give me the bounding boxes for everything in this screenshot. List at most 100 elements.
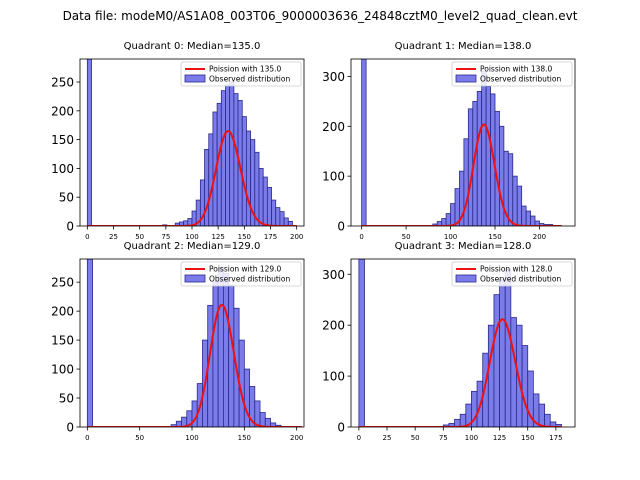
histogram-bar — [476, 91, 483, 226]
histogram-bar — [228, 284, 235, 427]
x-tick-label: 50 — [411, 434, 420, 442]
y-tick-label: 0 — [66, 220, 74, 234]
x-tick-label: 50 — [135, 434, 144, 442]
histogram-bar — [204, 149, 210, 226]
x-tick-label: 0 — [359, 233, 363, 241]
histogram-bar — [481, 71, 487, 226]
histogram-bar — [538, 403, 546, 427]
panel-quadrant-3: Quadrant 3: Median=128.0 0 100 200 300 0 25 50 7… — [322, 241, 576, 442]
legend-label-poisson: Poission with 128.0 — [480, 265, 553, 274]
panel-title: Quadrant 0: Median=135.0 — [124, 41, 261, 52]
x-tick-label: 100 — [185, 434, 198, 442]
legend-box — [180, 261, 302, 287]
legend-box — [451, 261, 573, 287]
legend-label-poisson: Poission with 135.0 — [209, 65, 282, 74]
histogram-bar — [233, 93, 239, 226]
histogram-bar — [512, 175, 518, 226]
legend-label-observed: Observed distribution — [480, 75, 561, 84]
y-tick-label: 50 — [59, 191, 74, 205]
x-tick-label: 50 — [402, 233, 411, 241]
y-tick-label: 200 — [322, 120, 345, 134]
y-tick-label: 300 — [322, 268, 345, 282]
histogram-bar — [485, 86, 491, 226]
legend-label-observed: Observed distribution — [209, 75, 290, 84]
legend-label-poisson: Poission with 138.0 — [480, 65, 553, 74]
x-tick-label: 25 — [383, 434, 392, 442]
histogram-bar — [555, 424, 562, 427]
panel-quadrant-0: Quadrant 0: Median=135.0 0 50 100 150 200 250 0… — [51, 41, 305, 241]
histogram-bar — [258, 168, 264, 226]
y-tick-label: 50 — [59, 392, 74, 406]
y-tick-label: 200 — [51, 104, 74, 118]
legend-label-poisson: Poission with 129.0 — [209, 265, 282, 274]
plot-area — [86, 59, 297, 226]
x-tick-label: 125 — [493, 434, 506, 442]
legend-label-observed: Observed distribution — [480, 275, 561, 284]
x-tick-label: 25 — [109, 233, 118, 241]
histogram-bar — [499, 278, 506, 427]
y-tick-label: 100 — [322, 170, 345, 184]
histogram-bar — [212, 281, 219, 427]
histogram-bar — [271, 199, 277, 226]
histogram-bar — [361, 59, 367, 226]
y-tick-label: 250 — [51, 276, 74, 290]
y-tick-label: 150 — [51, 334, 74, 348]
histogram-bar — [86, 59, 92, 226]
histogram-bar — [525, 210, 531, 226]
histogram-bar — [86, 259, 93, 427]
y-tick-label: 300 — [322, 70, 345, 84]
histogram-bar — [504, 268, 512, 427]
histogram-bar — [223, 273, 230, 427]
y-tick-label: 100 — [322, 370, 345, 384]
histogram-bar — [217, 267, 224, 427]
x-tick-label: 150 — [488, 233, 501, 241]
y-tick-label: 100 — [51, 162, 74, 176]
histogram-bar — [507, 153, 514, 226]
histogram-bar — [246, 130, 252, 226]
histogram-bar — [262, 176, 268, 226]
x-tick-label: 100 — [444, 233, 457, 241]
axes-frame — [350, 58, 576, 227]
panel-quadrant-1: Quadrant 1: Median=138.0 0 100 200 300 0 50 100… — [322, 41, 576, 241]
histogram-bar — [275, 207, 281, 226]
histogram-bar — [516, 185, 523, 226]
histogram-bar — [243, 368, 250, 427]
x-tick-label: 75 — [439, 434, 448, 442]
x-tick-label: 0 — [85, 233, 89, 241]
y-tick-label: 200 — [322, 319, 345, 333]
histogram-bar — [445, 213, 451, 226]
figure-title: Data file: modeM0/AS1A08_003T06_90000036… — [63, 9, 578, 23]
y-tick-label: 0 — [337, 421, 345, 435]
histogram-bar — [441, 218, 447, 226]
histogram-bar — [499, 125, 505, 226]
y-tick-label: 0 — [337, 220, 345, 234]
x-tick-label: 100 — [465, 434, 478, 442]
legend-bar-swatch — [455, 274, 477, 283]
histogram-bar — [450, 203, 456, 226]
y-tick-label: 150 — [51, 133, 74, 147]
subplots: Quadrant 0: Median=135.00501001502002500… — [51, 41, 576, 442]
histogram-bar — [493, 294, 500, 427]
histogram-bar — [544, 413, 551, 427]
x-tick-label: 200 — [290, 233, 303, 241]
histogram-bar — [229, 81, 235, 226]
histogram-bar — [264, 417, 271, 427]
histogram-bar — [254, 151, 260, 226]
axes-frame — [350, 258, 576, 428]
x-tick-label: 100 — [185, 233, 198, 241]
legend-box — [451, 61, 573, 87]
x-tick-label: 175 — [549, 434, 562, 442]
x-tick-label: 0 — [357, 434, 361, 442]
y-tick-label: 250 — [51, 76, 74, 90]
histogram-bar — [279, 211, 285, 226]
panel-title: Quadrant 2: Median=129.0 — [124, 241, 261, 252]
plot-area — [361, 59, 562, 226]
histogram-bar — [358, 259, 365, 427]
x-tick-label: 150 — [521, 434, 534, 442]
legend-label-observed: Observed distribution — [209, 275, 290, 284]
